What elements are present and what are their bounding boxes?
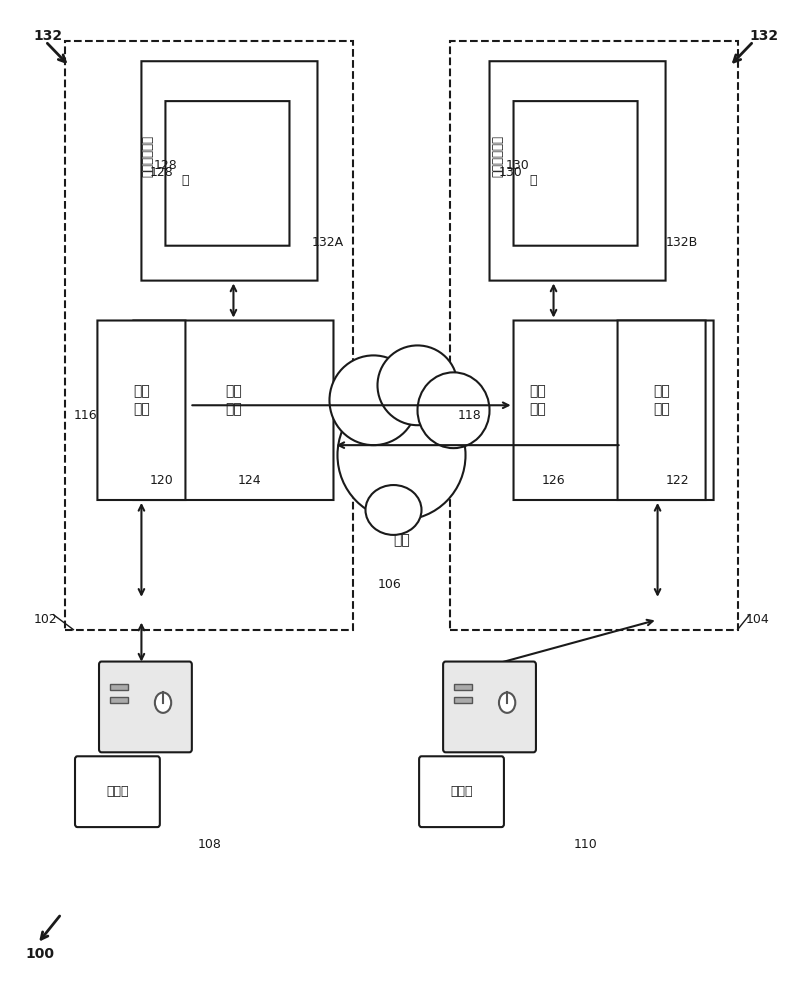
Ellipse shape bbox=[417, 372, 489, 448]
Text: 104: 104 bbox=[745, 613, 768, 626]
Text: 124: 124 bbox=[237, 474, 261, 487]
Text: 106: 106 bbox=[377, 578, 401, 591]
Text: 132: 132 bbox=[34, 29, 63, 43]
Ellipse shape bbox=[377, 345, 457, 425]
FancyBboxPatch shape bbox=[75, 756, 160, 827]
FancyBboxPatch shape bbox=[443, 662, 535, 752]
Text: 116: 116 bbox=[73, 409, 97, 422]
Text: 132A: 132A bbox=[311, 236, 343, 249]
Bar bbox=[110, 684, 128, 690]
Ellipse shape bbox=[365, 485, 421, 535]
Text: 数据存储设备: 数据存储设备 bbox=[141, 135, 154, 177]
Text: 卷: 卷 bbox=[181, 174, 188, 187]
Text: 数据
模块: 数据 模块 bbox=[529, 385, 545, 416]
Text: 网络
模块: 网络 模块 bbox=[652, 385, 669, 416]
FancyBboxPatch shape bbox=[133, 321, 333, 500]
Text: 数据存储设备: 数据存储设备 bbox=[491, 135, 504, 177]
Text: 130: 130 bbox=[505, 159, 529, 172]
Text: 100: 100 bbox=[26, 947, 55, 961]
Text: 132B: 132B bbox=[665, 236, 697, 249]
Bar bbox=[449, 41, 737, 630]
Text: 数据
模块: 数据 模块 bbox=[225, 385, 241, 416]
Text: 客户端: 客户端 bbox=[106, 785, 128, 798]
Ellipse shape bbox=[329, 355, 417, 445]
Text: 114: 114 bbox=[513, 708, 537, 721]
FancyBboxPatch shape bbox=[489, 61, 665, 281]
Text: 108: 108 bbox=[197, 838, 221, 851]
FancyBboxPatch shape bbox=[141, 61, 317, 281]
Text: 128: 128 bbox=[149, 166, 173, 179]
Text: 130: 130 bbox=[499, 166, 522, 179]
Text: 122: 122 bbox=[665, 474, 688, 487]
Text: 112: 112 bbox=[157, 708, 180, 721]
Text: 132: 132 bbox=[748, 29, 778, 43]
FancyBboxPatch shape bbox=[513, 321, 713, 500]
Text: 客户端: 客户端 bbox=[450, 785, 472, 798]
FancyBboxPatch shape bbox=[513, 101, 637, 246]
Text: 结构: 结构 bbox=[393, 533, 409, 547]
Text: 118: 118 bbox=[457, 409, 480, 422]
Ellipse shape bbox=[337, 390, 465, 520]
Bar bbox=[454, 684, 472, 690]
Text: 110: 110 bbox=[573, 838, 597, 851]
Circle shape bbox=[498, 693, 515, 713]
Circle shape bbox=[155, 693, 171, 713]
FancyBboxPatch shape bbox=[617, 321, 705, 500]
FancyBboxPatch shape bbox=[99, 662, 192, 752]
Bar bbox=[110, 697, 128, 703]
FancyBboxPatch shape bbox=[97, 321, 185, 500]
Text: 120: 120 bbox=[149, 474, 173, 487]
Text: 102: 102 bbox=[34, 613, 57, 626]
Bar bbox=[454, 697, 472, 703]
FancyBboxPatch shape bbox=[165, 101, 289, 246]
Bar bbox=[65, 41, 353, 630]
Text: 卷: 卷 bbox=[529, 174, 537, 187]
FancyBboxPatch shape bbox=[419, 756, 504, 827]
Text: 126: 126 bbox=[541, 474, 565, 487]
Text: 网络
模块: 网络 模块 bbox=[133, 385, 150, 416]
Text: 128: 128 bbox=[153, 159, 177, 172]
